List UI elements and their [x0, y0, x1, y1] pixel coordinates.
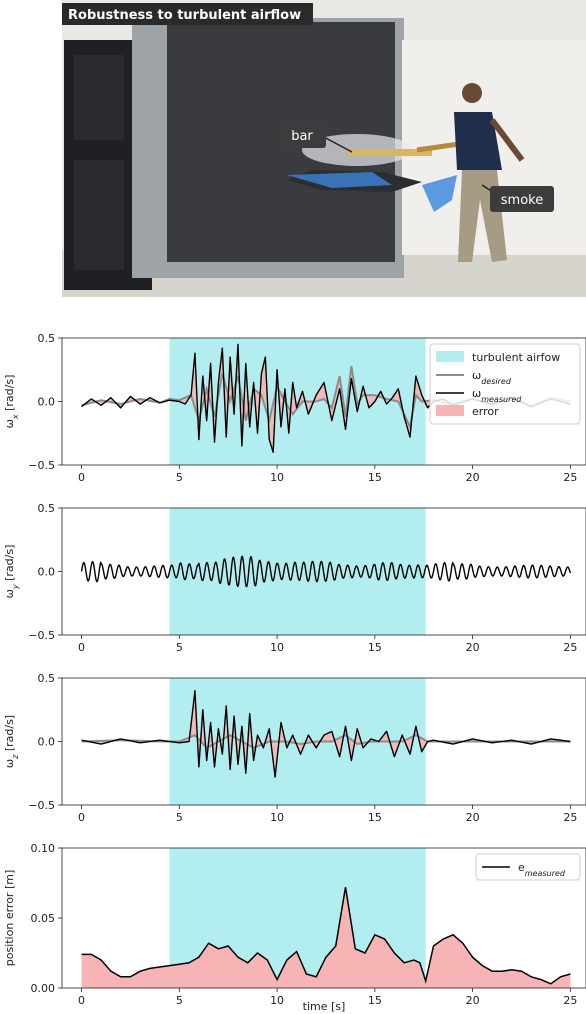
- plot-area: [80, 555, 572, 588]
- x-tick-label: 15: [368, 471, 382, 484]
- cabinet-panel-bottom: [74, 160, 124, 270]
- x-tick-label: 0: [78, 471, 85, 484]
- experiment-photo: Robustness to turbulent airflow bar smok…: [62, 0, 586, 297]
- x-tick-label: 15: [368, 811, 382, 824]
- x-tick-label: 20: [466, 641, 480, 654]
- bar-label-box: [278, 122, 326, 148]
- x-axis-label: time [s]: [303, 1000, 346, 1013]
- y-axis-label: ωy [rad/s]: [3, 545, 20, 599]
- y-tick-label: −0.5: [28, 799, 55, 812]
- y-axis-label: ωz [rad/s]: [3, 715, 20, 768]
- chart-panel-2: −0.5 0.0 0.5 0 5 10 15 20 25 ωy [rad/s]: [3, 502, 586, 654]
- x-tick-label: 10: [270, 811, 284, 824]
- error-area: [81, 887, 571, 988]
- x-tick-label: 5: [176, 994, 183, 1007]
- x-tick-label: 25: [563, 641, 577, 654]
- drone-wing-right: [422, 175, 457, 212]
- x-tick-label: 10: [270, 471, 284, 484]
- x-tick-label: 0: [78, 641, 85, 654]
- drone-wing-left: [287, 172, 392, 188]
- x-tick-label: 20: [466, 471, 480, 484]
- x-tick-label: 5: [176, 811, 183, 824]
- series-omega-measured: [81, 343, 571, 453]
- bar-object: [347, 149, 432, 156]
- plot-area: [81, 887, 571, 988]
- x-tick-label: 5: [176, 641, 183, 654]
- y-tick-label: −0.5: [28, 629, 55, 642]
- x-tick-label: 5: [176, 471, 183, 484]
- legend-swatch-turbulent: [436, 351, 464, 362]
- smoke-label: smoke: [501, 193, 543, 208]
- series-e-measured: [81, 887, 571, 985]
- x-tick-label: 20: [466, 811, 480, 824]
- x-tick-label: 10: [270, 994, 284, 1007]
- legend: emeasured: [475, 853, 581, 881]
- person-shirt: [454, 112, 502, 170]
- y-tick-label: 0.0: [38, 736, 56, 749]
- y-tick-label: 0.10: [31, 842, 56, 855]
- x-tick-label: 10: [270, 641, 284, 654]
- x-tick-label: 25: [563, 994, 577, 1007]
- legend-entry: ωdesired: [472, 369, 512, 386]
- y-axis-label: position error [m]: [3, 870, 16, 967]
- plot-area: [81, 690, 571, 778]
- legend-entry: emeasured: [518, 861, 566, 878]
- series-omega-measured: [80, 555, 572, 588]
- y-axis-label: ωx [rad/s]: [3, 375, 20, 429]
- legend-box: [429, 343, 581, 425]
- legend-entry: error: [472, 405, 499, 418]
- x-tick-label: 25: [563, 811, 577, 824]
- x-tick-label: 0: [78, 994, 85, 1007]
- photo-canvas: Robustness to turbulent airflow bar smok…: [62, 0, 586, 297]
- person-head: [462, 83, 482, 103]
- x-tick-label: 0: [78, 811, 85, 824]
- legend-entry: turbulent airfow: [472, 351, 560, 364]
- y-tick-label: −0.5: [28, 459, 55, 472]
- chart-panel-1: −0.5 0.0 0.5 0 5 10 15 20 25 ωx [rad/s] turbulent …: [3, 332, 586, 484]
- charts-root: −0.5 0.0 0.5 0 5 10 15 20 25 ωx [rad/s] turbulent …: [3, 332, 586, 1013]
- smoke-label-box: [490, 186, 554, 212]
- x-tick-label: 25: [563, 471, 577, 484]
- y-tick-label: 0.5: [38, 502, 56, 515]
- cabinet-panel-top: [74, 55, 124, 140]
- photo-title-background: [62, 3, 313, 25]
- legend-box: [475, 853, 581, 881]
- bar-label: bar: [291, 129, 313, 144]
- y-tick-label: 0.5: [38, 332, 56, 345]
- x-tick-label: 20: [466, 994, 480, 1007]
- y-tick-label: 0.00: [31, 982, 56, 995]
- y-tick-label: 0.5: [38, 672, 56, 685]
- series-omega-measured: [81, 690, 571, 778]
- y-tick-label: 0.0: [38, 396, 56, 409]
- chart-panel-3: −0.5 0.0 0.5 0 5 10 15 20 25 ωz [rad/s]: [3, 672, 586, 824]
- person-arm: [489, 118, 525, 162]
- photo-title: Robustness to turbulent airflow: [68, 8, 301, 23]
- x-tick-label: 15: [368, 641, 382, 654]
- legend-entry: ωmeasured: [472, 387, 522, 404]
- y-tick-label: 0.0: [38, 566, 56, 579]
- chart-panel-4: 0.00 0.05 0.10 0 5 10 15 20 25 position error [m]…: [3, 842, 586, 1013]
- y-tick-label: 0.05: [31, 912, 56, 925]
- error-fill: [81, 344, 571, 453]
- legend-swatch-error: [436, 405, 464, 416]
- x-tick-label: 15: [368, 994, 382, 1007]
